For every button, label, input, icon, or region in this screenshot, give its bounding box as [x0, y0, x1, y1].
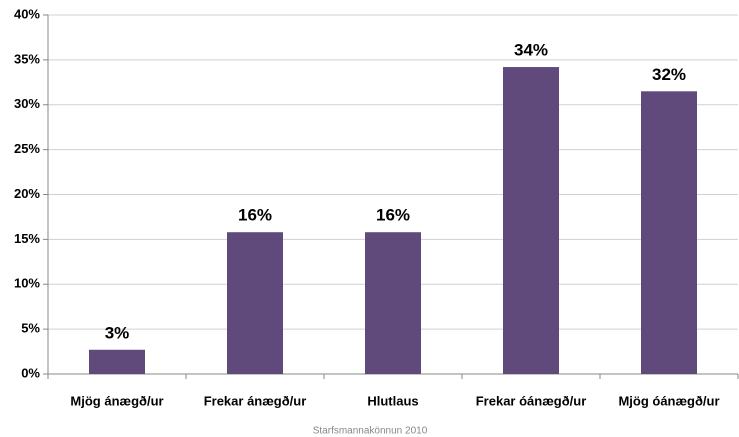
bar	[503, 67, 559, 375]
x-tick-label: Mjög óánægð/ur	[618, 393, 719, 408]
y-tick-label: 35%	[14, 51, 40, 66]
x-tick-label: Mjög ánægð/ur	[70, 393, 163, 408]
value-label: 16%	[376, 206, 410, 225]
value-label: 34%	[514, 41, 548, 60]
y-tick-label: 20%	[14, 186, 40, 201]
y-tick-label: 30%	[14, 96, 40, 111]
value-label: 3%	[105, 323, 130, 342]
x-tick-label: Frekar óánægð/ur	[476, 393, 587, 408]
y-tick-label: 10%	[14, 276, 40, 291]
y-tick-label: 40%	[14, 6, 40, 21]
x-tick-label: Frekar ánægð/ur	[204, 393, 307, 408]
y-tick-label: 5%	[21, 321, 40, 336]
bar	[365, 232, 421, 374]
y-tick-label: 25%	[14, 141, 40, 156]
bar	[641, 91, 697, 374]
x-tick-label: Hlutlaus	[367, 393, 418, 408]
y-tick-label: 0%	[21, 365, 40, 380]
value-label: 32%	[652, 65, 686, 84]
bar	[227, 232, 283, 374]
bar	[89, 349, 145, 374]
value-label: 16%	[238, 206, 272, 225]
source-note: Starfsmannakönnun 2010	[313, 426, 428, 437]
y-tick-label: 15%	[14, 231, 40, 246]
